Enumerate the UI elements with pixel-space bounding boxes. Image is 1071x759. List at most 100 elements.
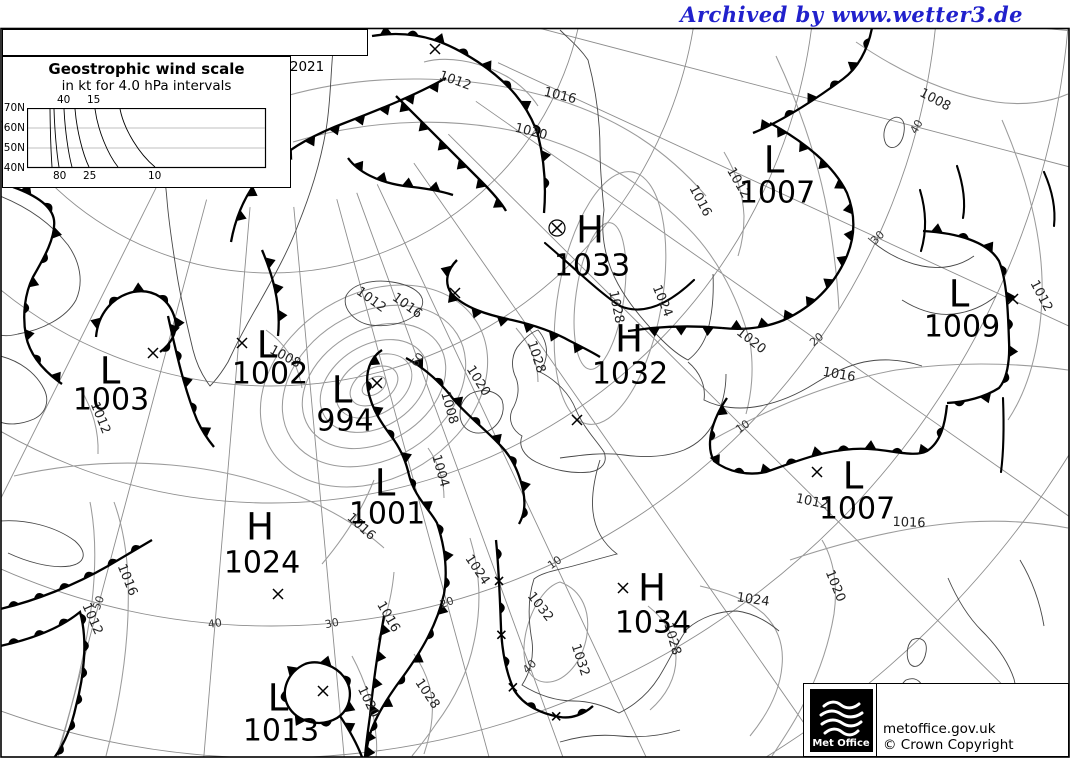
isobar-value-label: 1016 bbox=[892, 515, 926, 531]
centre-cross bbox=[811, 466, 823, 478]
centre-cross bbox=[317, 685, 329, 697]
isobar-value-label: 1028 bbox=[605, 289, 627, 324]
centre-cross bbox=[571, 414, 583, 426]
graticule-label: 20 bbox=[438, 594, 456, 611]
isobar-value-label: 1008 bbox=[437, 390, 461, 426]
centre-cross bbox=[371, 377, 383, 389]
weak-front bbox=[494, 539, 594, 719]
pressure-value: 1007 bbox=[739, 176, 815, 211]
wind-scale-bottom-label: 25 bbox=[83, 170, 97, 182]
metoffice-attribution-box: Met Office metoffice.gov.uk © Crown Copy… bbox=[803, 683, 1069, 757]
pressure-value: 1013 bbox=[243, 714, 319, 749]
occluded-front bbox=[752, 28, 874, 135]
occluded-front bbox=[371, 32, 547, 214]
wind-scale-top-label: 40 bbox=[57, 94, 71, 106]
metoffice-logo: Met Office bbox=[810, 689, 873, 752]
graticule-label: 40 bbox=[520, 657, 539, 676]
centre-cross bbox=[617, 582, 629, 594]
isobar-value-label: 1020 bbox=[463, 363, 493, 399]
occluded-front bbox=[283, 661, 352, 724]
pressure-letter: L bbox=[843, 455, 864, 498]
centre-cross bbox=[1007, 293, 1019, 305]
pressure-value: 1024 bbox=[224, 546, 300, 581]
centre-cross bbox=[429, 43, 441, 55]
isobar-value-label: 1004 bbox=[428, 453, 452, 489]
pressure-letter: L bbox=[268, 677, 289, 720]
isobar-value-label: 1016 bbox=[389, 290, 425, 322]
wind-scale-bottom-label: 10 bbox=[148, 170, 162, 182]
wind-scale-title: Geostrophic wind scale bbox=[48, 60, 245, 78]
isobar-value-label: 1012 bbox=[794, 491, 829, 513]
metoffice-divider bbox=[876, 684, 877, 756]
occluded-front bbox=[94, 290, 177, 353]
isobar-value-label: 1016 bbox=[821, 365, 856, 386]
isobar-value-label: 1032 bbox=[568, 642, 592, 678]
pressure-letter: L bbox=[375, 462, 396, 505]
pressure-value: 1002 bbox=[232, 357, 308, 392]
pressure-value: 1007 bbox=[819, 492, 895, 527]
wind-scale-lat-label: 70N bbox=[3, 102, 25, 114]
isobar-value-label: 1024 bbox=[462, 552, 493, 588]
pressure-value: 994 bbox=[316, 404, 373, 439]
graticule-label: 40 bbox=[207, 616, 223, 631]
front-layer bbox=[1, 28, 1019, 757]
pressure-value: 1032 bbox=[592, 357, 668, 392]
centre-cross bbox=[449, 287, 461, 299]
isobar-value-label: 1024 bbox=[736, 590, 771, 609]
wind-scale-lat-label: 60N bbox=[3, 122, 25, 134]
isobar-value-label: 1012 bbox=[437, 68, 473, 93]
graticule-label: 50 bbox=[90, 594, 107, 612]
occluded-front bbox=[922, 229, 1011, 405]
pressure-letter: H bbox=[638, 567, 666, 610]
occluded-front bbox=[339, 715, 364, 757]
isobar-value-label: 1028 bbox=[524, 339, 548, 375]
isobar-value-label: 1028 bbox=[412, 676, 443, 712]
pressure-value: 1009 bbox=[924, 310, 1000, 345]
centre-cross bbox=[147, 347, 159, 359]
isobar-value-label: 1016 bbox=[686, 183, 715, 219]
pressure-letter: L bbox=[949, 273, 970, 316]
pressure-letter: L bbox=[332, 369, 353, 412]
wind-scale-lat-label: 40N bbox=[3, 162, 25, 174]
archived-banner: Archived by www.wetter3.de bbox=[680, 2, 1023, 27]
wind-scale-chart: 70N 60N 50N 40N 40 15 80 25 10 bbox=[4, 94, 267, 182]
isobar-value-label: 1020 bbox=[354, 684, 382, 720]
warm-front bbox=[1, 539, 153, 610]
isobar-value-label: 1016 bbox=[542, 85, 578, 108]
centre-circle bbox=[548, 219, 566, 237]
isobar-value-label: 1016 bbox=[114, 562, 140, 598]
pressure-value: 1034 bbox=[615, 606, 691, 641]
pressure-value: 1033 bbox=[554, 249, 630, 284]
isobar-value-label: 1020 bbox=[822, 568, 848, 604]
cold-front bbox=[260, 249, 280, 337]
centre-cross bbox=[272, 588, 284, 600]
graticule-label: 30 bbox=[324, 616, 340, 632]
pressure-letter: H bbox=[615, 318, 643, 361]
graticule-label: 30 bbox=[868, 228, 887, 247]
map-frame bbox=[0, 27, 1070, 758]
occluded-front bbox=[405, 356, 526, 525]
analysis-title-box: Analysis chart valid 12 UTC FRI 15 JAN 2… bbox=[2, 29, 368, 75]
trough-layer bbox=[543, 164, 1056, 474]
metoffice-url: metoffice.gov.uk bbox=[883, 721, 996, 737]
isobar-layer bbox=[13, 41, 1069, 757]
pressure-letter: L bbox=[257, 324, 278, 367]
centre-cross bbox=[236, 337, 248, 349]
pressure-letter: L bbox=[100, 350, 121, 393]
warm-front bbox=[1, 610, 86, 757]
occluded-front bbox=[708, 397, 949, 475]
metoffice-logo-text: Met Office bbox=[812, 738, 870, 749]
pressure-value: 1001 bbox=[349, 497, 425, 532]
pressure-letter: H bbox=[246, 506, 274, 549]
crown-copyright: © Crown Copyright bbox=[883, 737, 1014, 753]
graticule-label: 40 bbox=[907, 117, 925, 136]
cold-front bbox=[721, 121, 855, 331]
pressure-letter: L bbox=[764, 139, 785, 182]
wind-scale-subtitle: in kt for 4.0 hPa intervals bbox=[61, 78, 232, 94]
wind-scale-bottom-label: 80 bbox=[53, 170, 67, 182]
wind-scale-lat-label: 50N bbox=[3, 142, 25, 154]
